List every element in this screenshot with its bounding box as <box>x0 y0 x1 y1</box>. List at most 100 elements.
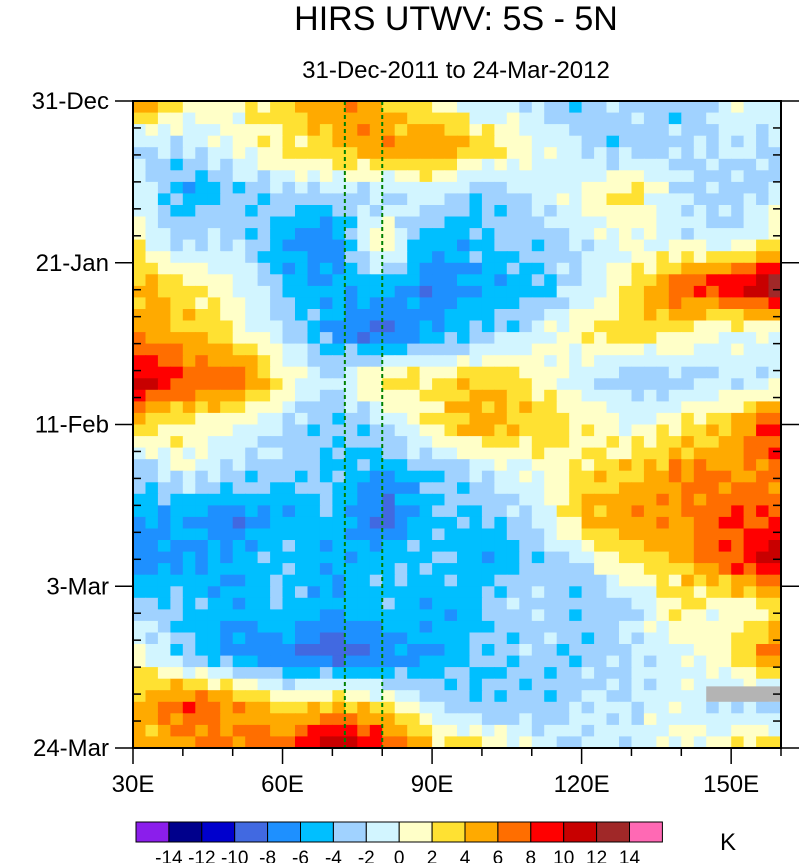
field-cell <box>619 736 633 749</box>
field-cell <box>270 736 284 749</box>
field-cell <box>157 378 171 391</box>
field-cell <box>319 193 333 206</box>
field-cell <box>307 147 321 160</box>
field-cell <box>369 713 383 726</box>
field-cell <box>382 228 396 241</box>
field-cell <box>668 101 682 114</box>
y-tick-label: 21-Jan <box>36 250 109 277</box>
field-cell <box>693 470 707 483</box>
field-cell <box>656 551 670 564</box>
field-cell <box>182 101 196 114</box>
field-cell <box>768 112 782 125</box>
field-cell <box>332 262 346 275</box>
field-cell <box>232 158 246 171</box>
field-cell <box>270 459 284 472</box>
field-cell <box>195 320 209 333</box>
field-cell <box>643 112 657 125</box>
x-tick-label: 30E <box>112 771 155 798</box>
field-cell <box>506 170 520 183</box>
field-cell <box>519 540 533 553</box>
field-cell <box>743 239 757 252</box>
field-cell <box>344 274 358 287</box>
field-cell <box>232 135 246 148</box>
field-cell <box>295 586 309 599</box>
field-cell <box>594 389 608 402</box>
field-cell <box>556 147 570 160</box>
field-cell <box>432 574 446 587</box>
field-cell <box>369 285 383 299</box>
field-cell <box>519 124 533 137</box>
field-cell <box>257 655 271 668</box>
field-cell <box>207 251 221 264</box>
field-cell <box>718 320 732 333</box>
field-cell <box>693 678 707 691</box>
field-cell <box>282 459 296 472</box>
field-cell <box>668 158 682 171</box>
field-cell <box>357 332 371 345</box>
field-cell <box>556 366 570 379</box>
field-cell <box>133 540 147 553</box>
field-cell <box>444 713 458 726</box>
field-cell <box>382 701 396 714</box>
field-cell <box>457 343 471 356</box>
field-cell <box>544 285 558 299</box>
field-cell <box>444 690 458 703</box>
field-cell <box>195 112 209 125</box>
field-cell <box>743 378 757 391</box>
field-cell <box>681 701 695 714</box>
field-cell <box>693 540 707 553</box>
field-cell <box>369 239 383 252</box>
field-cell <box>681 436 695 449</box>
field-cell <box>295 724 309 738</box>
field-cell <box>656 251 670 264</box>
field-cell <box>332 620 346 634</box>
field-cell <box>407 690 421 703</box>
field-cell <box>145 436 159 449</box>
field-cell <box>619 297 633 310</box>
field-cell <box>145 563 159 576</box>
field-cell <box>768 655 782 668</box>
field-cell <box>245 158 259 171</box>
field-cell <box>182 736 196 749</box>
field-cell <box>643 239 657 252</box>
field-cell <box>569 516 583 530</box>
field-cell <box>457 274 471 287</box>
field-cell <box>307 262 321 275</box>
field-cell <box>569 366 583 379</box>
field-cell <box>643 724 657 738</box>
field-cell <box>145 470 159 483</box>
field-cell <box>157 389 171 402</box>
field-cell <box>519 343 533 356</box>
field-cell <box>133 424 147 437</box>
field-cell <box>631 401 645 414</box>
field-cell <box>270 297 284 310</box>
field-cell <box>170 366 184 379</box>
field-cell <box>531 274 545 287</box>
field-cell <box>531 135 545 148</box>
field-cell <box>668 655 682 668</box>
field-cell <box>718 724 732 738</box>
field-cell <box>481 378 495 391</box>
field-cell <box>295 597 309 610</box>
field-cell <box>282 482 296 495</box>
field-cell <box>369 366 383 379</box>
field-cell <box>544 193 558 206</box>
field-cell <box>407 620 421 634</box>
field-cell <box>432 297 446 310</box>
field-cell <box>282 470 296 483</box>
field-cell <box>444 343 458 356</box>
field-cell <box>581 459 595 472</box>
field-cell <box>469 701 483 714</box>
field-cell <box>619 436 633 449</box>
field-cell <box>581 355 595 368</box>
field-cell <box>319 412 333 426</box>
field-cell <box>631 482 645 495</box>
field-cell <box>357 205 371 218</box>
field-cell <box>619 147 633 160</box>
field-cell <box>768 251 782 264</box>
field-cell <box>257 505 271 518</box>
field-cell <box>270 274 284 287</box>
field-cell <box>457 424 471 437</box>
field-cell <box>382 528 396 541</box>
field-cell <box>332 528 346 541</box>
